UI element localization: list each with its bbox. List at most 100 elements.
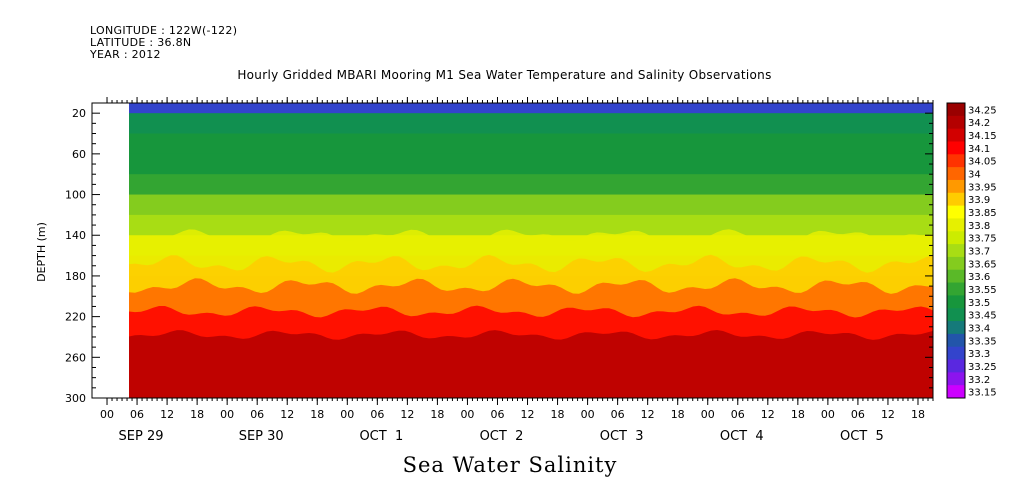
x-hour-tick-label: 06 (370, 408, 384, 421)
colorbar-swatch (947, 128, 965, 142)
x-date-label: SEP 29 (119, 429, 164, 444)
y-tick-label: 20 (72, 107, 86, 120)
y-tick-label: 140 (65, 229, 86, 242)
y-tick-label: 100 (65, 189, 86, 202)
colorbar-label: 33.75 (968, 234, 997, 245)
x-hour-tick-label: 00 (220, 408, 234, 421)
x-hour-tick-label: 12 (761, 408, 775, 421)
y-tick-label: 60 (72, 148, 86, 161)
colorbar-swatch (947, 179, 965, 194)
colorbar-swatch (947, 359, 965, 373)
colorbar-label: 33.85 (968, 208, 997, 219)
colorbar-label: 34.1 (968, 144, 990, 155)
chart-title: Hourly Gridded MBARI Mooring M1 Sea Wate… (237, 68, 772, 82)
colorbar-swatch (947, 256, 965, 271)
colorbar-swatch (947, 346, 965, 361)
colorbar-swatch (947, 244, 965, 258)
colorbar-swatch (947, 321, 965, 335)
x-hour-tick-label: 18 (791, 408, 805, 421)
colorbar-swatch (947, 282, 965, 296)
x-hour-tick-label: 06 (731, 408, 745, 421)
colorbar-swatch (947, 372, 965, 386)
colorbar-swatch (947, 333, 965, 348)
colorbar-frame (946, 102, 966, 399)
colorbar-swatch (947, 103, 965, 117)
x-hour-tick-label: 06 (130, 408, 144, 421)
y-tick-label: 220 (65, 311, 86, 324)
x-hour-tick-label: 18 (671, 408, 685, 421)
salinity-band (129, 214, 933, 236)
x-hour-tick-label: 18 (190, 408, 204, 421)
colorbar-label: 34.2 (968, 118, 990, 129)
x-hour-tick-label: 18 (430, 408, 444, 421)
colorbar-label: 33.2 (968, 375, 990, 386)
x-hour-tick-label: 12 (641, 408, 655, 421)
colorbar-label: 33.5 (968, 298, 990, 309)
x-date-label: OCT 1 (359, 429, 403, 444)
x-hour-tick-label: 06 (851, 408, 865, 421)
colorbar-label: 34 (968, 170, 981, 181)
y-tick-label: 300 (65, 392, 86, 405)
colorbar-label: 33.45 (968, 311, 997, 322)
salinity-band (129, 153, 933, 175)
x-date-label: OCT 2 (480, 429, 524, 444)
colorbar-swatch (947, 218, 965, 232)
x-hour-tick-label: 12 (400, 408, 414, 421)
colorbar-swatch (947, 385, 965, 399)
x-hour-tick-label: 00 (581, 408, 595, 421)
salinity-contour (129, 330, 933, 398)
colorbar-label: 34.15 (968, 131, 997, 142)
colorbar-swatch (947, 269, 965, 284)
colorbar-label: 33.4 (968, 323, 990, 334)
colorbar-label: 33.7 (968, 247, 990, 258)
x-hour-tick-label: 12 (881, 408, 895, 421)
colorbar-label: 33.6 (968, 272, 990, 283)
x-hour-tick-label: 06 (250, 408, 264, 421)
colorbar-swatch (947, 231, 965, 245)
salinity-band (129, 174, 933, 196)
colorbar-label: 33.8 (968, 221, 990, 232)
colorbar-label: 34.25 (968, 105, 997, 116)
salinity-band (129, 133, 933, 155)
salinity-band (129, 103, 933, 114)
colorbar-label: 33.15 (968, 388, 997, 399)
salinity-band (129, 194, 933, 216)
salinity-band (129, 113, 933, 135)
colorbar-swatch (947, 115, 965, 130)
x-hour-tick-label: 00 (460, 408, 474, 421)
longitude-label: LONGITUDE : 122W(-122) (90, 24, 238, 37)
y-tick-label: 180 (65, 270, 86, 283)
x-date-label: OCT 4 (720, 429, 764, 444)
colorbar-swatch (947, 205, 965, 219)
colorbar-swatch (947, 308, 965, 322)
x-hour-tick-label: 18 (911, 408, 925, 421)
colorbar-swatch (947, 167, 965, 181)
colorbar-label: 34.05 (968, 157, 997, 168)
colorbar-label: 33.25 (968, 362, 997, 373)
x-hour-tick-label: 00 (340, 408, 354, 421)
colorbar-swatch (947, 295, 965, 309)
x-axis-caption: Sea Water Salinity (402, 453, 618, 477)
latitude-label: LATITUDE : 36.8N (90, 36, 192, 49)
colorbar-label: 33.65 (968, 259, 997, 270)
x-hour-tick-label: 06 (490, 408, 504, 421)
x-date-label: SEP 30 (239, 429, 284, 444)
x-hour-tick-label: 00 (821, 408, 835, 421)
colorbar-swatch (947, 141, 965, 155)
colorbar-label: 33.35 (968, 336, 997, 347)
colorbar-swatch (947, 154, 965, 168)
colorbar-swatch (947, 192, 965, 207)
year-label: YEAR : 2012 (90, 48, 161, 61)
x-hour-tick-label: 12 (521, 408, 535, 421)
colorbar-label: 33.3 (968, 349, 990, 360)
colorbar-label: 33.55 (968, 285, 997, 296)
x-date-label: OCT 5 (840, 429, 884, 444)
x-hour-tick-label: 06 (611, 408, 625, 421)
colorbar-label: 33.9 (968, 195, 990, 206)
y-tick-label: 260 (65, 351, 86, 364)
colorbar-label: 33.95 (968, 182, 997, 193)
x-hour-tick-label: 18 (551, 408, 565, 421)
y-axis-label: DEPTH (m) (35, 222, 48, 282)
